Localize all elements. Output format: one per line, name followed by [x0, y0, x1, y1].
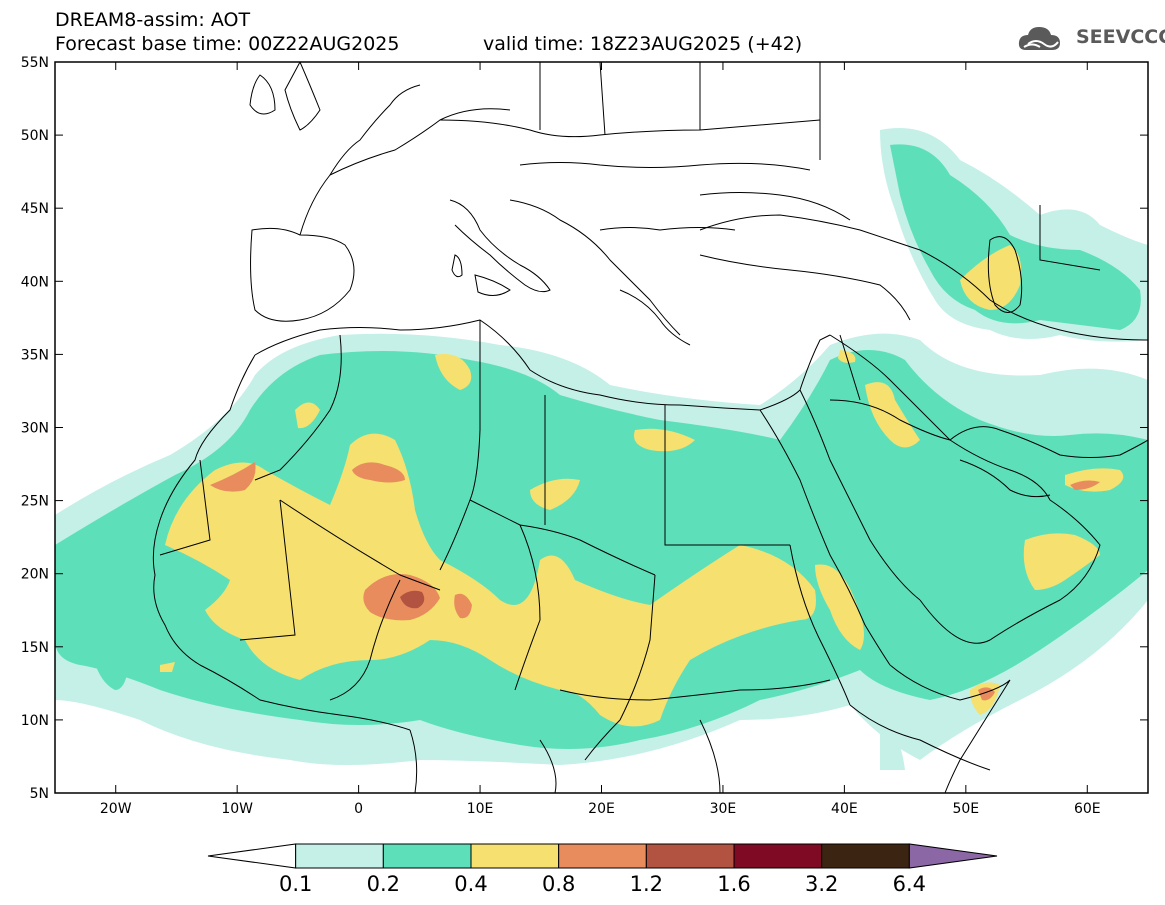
- colorbar-label: 1.2: [630, 872, 663, 896]
- logo-text: SEEVCCC: [1076, 26, 1165, 48]
- colorbar-label: 0.2: [367, 872, 400, 896]
- cloud-logo-icon: [1018, 27, 1060, 50]
- lon-tick-label: 10W: [221, 801, 253, 817]
- lat-tick-label: 50N: [21, 128, 49, 144]
- lon-tick-label: 30E: [710, 801, 737, 817]
- lon-tick-label: 0: [354, 801, 363, 817]
- colorbar-bin: [821, 843, 910, 869]
- lon-tick-label: 10E: [467, 801, 494, 817]
- lat-tick-label: 30N: [21, 421, 49, 437]
- lon-tick-label: 20W: [100, 801, 132, 817]
- axis-ticks: 55N 50N 45N 40N 35N 30N 25N 20N 15N 10N 5N 20W 10W 0 1…: [21, 55, 1148, 817]
- forecast-base-time: Forecast base time: 00Z22AUG2025: [55, 33, 400, 55]
- lat-tick-label: 35N: [21, 347, 49, 363]
- lat-tick-label: 25N: [21, 494, 49, 510]
- colorbar-bin: [733, 843, 823, 869]
- colorbar-bin: [382, 843, 472, 869]
- colorbar-above-triangle: [908, 843, 998, 869]
- colorbar-bin: [558, 843, 647, 869]
- colorbar-label: 6.4: [893, 872, 926, 896]
- colorbar-below-triangle: [207, 843, 297, 869]
- lat-tick-label: 5N: [30, 786, 49, 802]
- map-title: DREAM8-assim: AOT: [55, 9, 251, 31]
- lat-tick-label: 20N: [21, 567, 49, 583]
- colorbar-bin: [295, 843, 384, 869]
- colorbar-label: 0.1: [279, 872, 312, 896]
- colorbar-bin: [645, 843, 735, 869]
- lat-tick-label: 55N: [21, 55, 49, 71]
- lat-tick-label: 40N: [21, 274, 49, 290]
- colorbar-bin: [470, 843, 560, 869]
- country-borders: [152, 62, 1148, 793]
- lon-tick-label: 40E: [831, 801, 858, 817]
- colorbar-label: 0.4: [454, 872, 487, 896]
- lon-tick-label: 20E: [588, 801, 615, 817]
- colorbar-label: 1.6: [717, 872, 750, 896]
- colorbar-legend: 0.1 0.2 0.4 0.8 1.2 1.6 3.2 6.4: [207, 843, 998, 896]
- lat-tick-label: 15N: [21, 640, 49, 656]
- colorbar-label: 0.8: [542, 872, 575, 896]
- lon-tick-label: 60E: [1074, 801, 1101, 817]
- colorbar-label: 3.2: [805, 872, 838, 896]
- lon-tick-label: 50E: [952, 801, 979, 817]
- valid-time: valid time: 18Z23AUG2025 (+42): [483, 33, 803, 55]
- lat-tick-label: 45N: [21, 201, 49, 217]
- lat-tick-label: 10N: [21, 713, 49, 729]
- aot-field: [55, 128, 1148, 770]
